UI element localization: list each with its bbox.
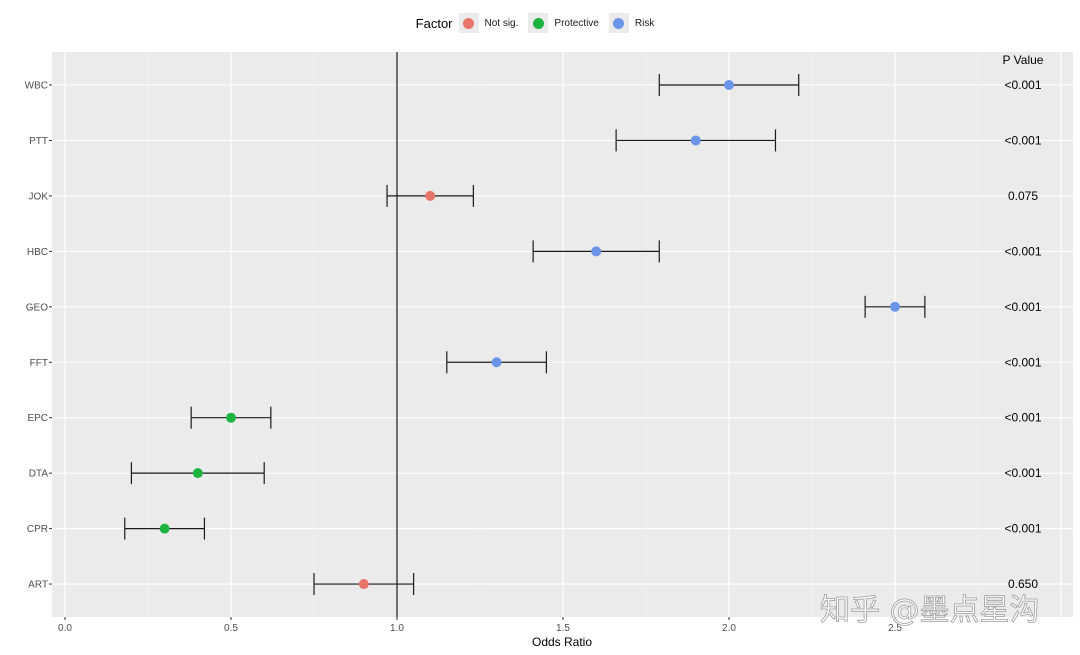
y-tick-label: FFT (30, 358, 48, 369)
p-value-label: <0.001 (1004, 411, 1041, 425)
p-value-label: <0.001 (1004, 244, 1041, 258)
x-tick-label: 1.0 (390, 623, 404, 634)
y-tick-label: HBC (27, 247, 48, 258)
data-point (226, 412, 236, 423)
data-points (159, 80, 900, 590)
legend-key-protective (528, 13, 549, 33)
legend-label-risk: Risk (634, 17, 655, 29)
data-point (690, 135, 701, 146)
legend-label-protective: Protective (554, 17, 599, 29)
data-point (724, 80, 734, 90)
x-tick-label: 0.0 (58, 623, 72, 634)
not-sig-dot-icon (463, 17, 474, 29)
minor-gridlines (147, 52, 979, 617)
p-value-label: 0.075 (1008, 189, 1038, 203)
data-point (425, 190, 436, 201)
legend-key-not-sig (458, 13, 479, 33)
data-point (192, 468, 203, 479)
p-value-label: <0.001 (1004, 522, 1041, 536)
y-axis: WBC PTT JOK HBC GEO FFT EPC DTA CPR ART (25, 81, 52, 591)
x-axis: 0.0 0.5 1.0 1.5 2.0 2.5 (58, 617, 902, 634)
y-tick-label: ART (28, 580, 48, 591)
p-value-label: <0.001 (1004, 133, 1041, 147)
x-tick-label: 2.0 (722, 623, 736, 634)
y-tick-label: EPC (27, 413, 48, 424)
y-tick-label: JOK (29, 191, 49, 202)
p-value-label: <0.001 (1004, 355, 1041, 369)
y-tick-label: PTT (29, 136, 48, 147)
legend: Factor Not sig. Protective Risk (0, 12, 1080, 34)
p-value-label: <0.001 (1004, 466, 1041, 480)
data-point (591, 246, 602, 257)
p-value-header: P Value (1003, 53, 1044, 67)
watermark: 知乎 @墨点星沟 (820, 593, 1040, 628)
p-value-label: 0.650 (1008, 577, 1038, 591)
data-point (159, 523, 170, 534)
data-point (491, 357, 502, 368)
y-tick-label: WBC (25, 81, 48, 92)
x-tick-label: 2.5 (888, 623, 902, 634)
p-value-column: <0.001 <0.001 0.075 <0.001 <0.001 <0.001 <0.00… (1004, 78, 1041, 591)
y-tick-label: DTA (29, 469, 49, 480)
y-tick-label: CPR (27, 524, 48, 535)
y-tick-label: GEO (26, 302, 48, 313)
risk-dot-icon (613, 17, 625, 29)
data-point (358, 579, 369, 590)
p-value-label: <0.001 (1004, 78, 1041, 92)
x-axis-title: Odds Ratio (532, 635, 592, 649)
legend-key-risk (608, 13, 629, 33)
data-point (890, 301, 900, 312)
x-tick-label: 0.5 (224, 623, 238, 634)
p-value-label: <0.001 (1004, 300, 1041, 314)
x-tick-label: 1.5 (556, 623, 570, 634)
protective-dot-icon (532, 17, 544, 29)
legend-label-not-sig: Not sig. (484, 17, 519, 29)
legend-title: Factor (415, 15, 453, 31)
